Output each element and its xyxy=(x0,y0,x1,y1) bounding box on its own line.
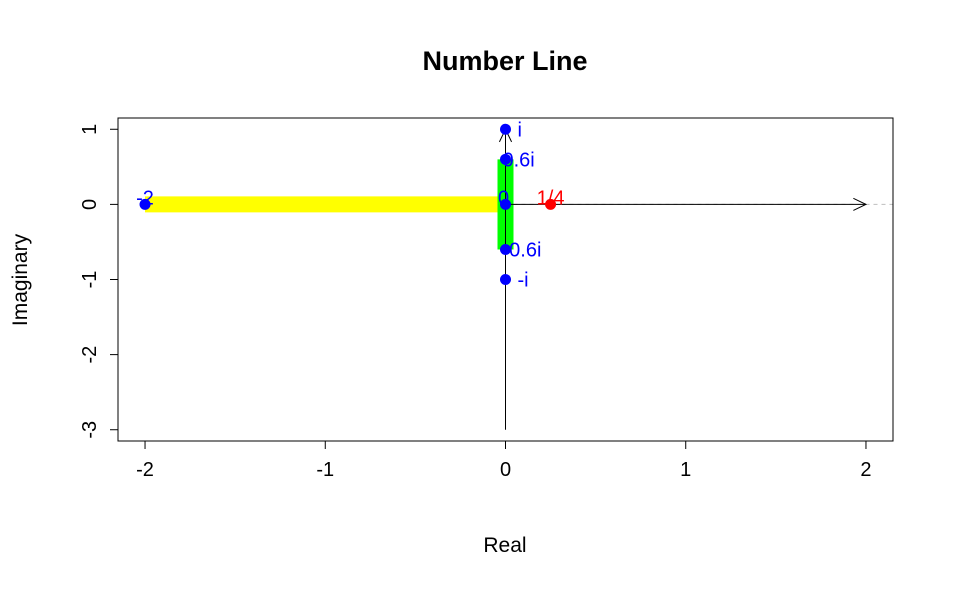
x-tick-label: -1 xyxy=(316,459,334,481)
data-point xyxy=(545,198,557,210)
arrow-head xyxy=(853,197,868,211)
x-tick-label: 2 xyxy=(860,459,871,481)
point-label: i xyxy=(518,119,522,141)
y-axis-label: Imaginary xyxy=(9,233,32,326)
point-label: 0 xyxy=(498,187,509,209)
point-label: 1/4 xyxy=(537,187,565,209)
x-tick-label: -2 xyxy=(136,459,154,481)
y-tick-label: 0 xyxy=(79,199,101,210)
plot-area: -2 -1 0 1 2 -3 -2 -1 0 1 -2 i 0.6i 0 -0.6i -i 1/4 xyxy=(79,117,894,481)
data-point xyxy=(500,243,511,255)
data-point xyxy=(500,153,511,165)
y-tick-label: -3 xyxy=(79,421,101,439)
y-tick-label: -2 xyxy=(79,346,101,364)
y-tick-label: -1 xyxy=(79,271,101,289)
point-label: 0.6i xyxy=(503,149,535,171)
point-label: -0.6i xyxy=(503,239,542,261)
y-tick-label: 1 xyxy=(79,124,101,135)
data-point xyxy=(500,274,511,285)
data-point xyxy=(500,123,511,135)
x-axis-label: Real xyxy=(483,534,526,557)
chart-title: Number Line xyxy=(422,46,587,76)
point-label: -i xyxy=(518,270,529,292)
data-point xyxy=(500,198,511,210)
x-tick-label: 1 xyxy=(680,459,691,481)
point-label: -2 xyxy=(136,187,154,209)
x-tick-label: 0 xyxy=(500,459,511,481)
data-point xyxy=(139,198,151,210)
